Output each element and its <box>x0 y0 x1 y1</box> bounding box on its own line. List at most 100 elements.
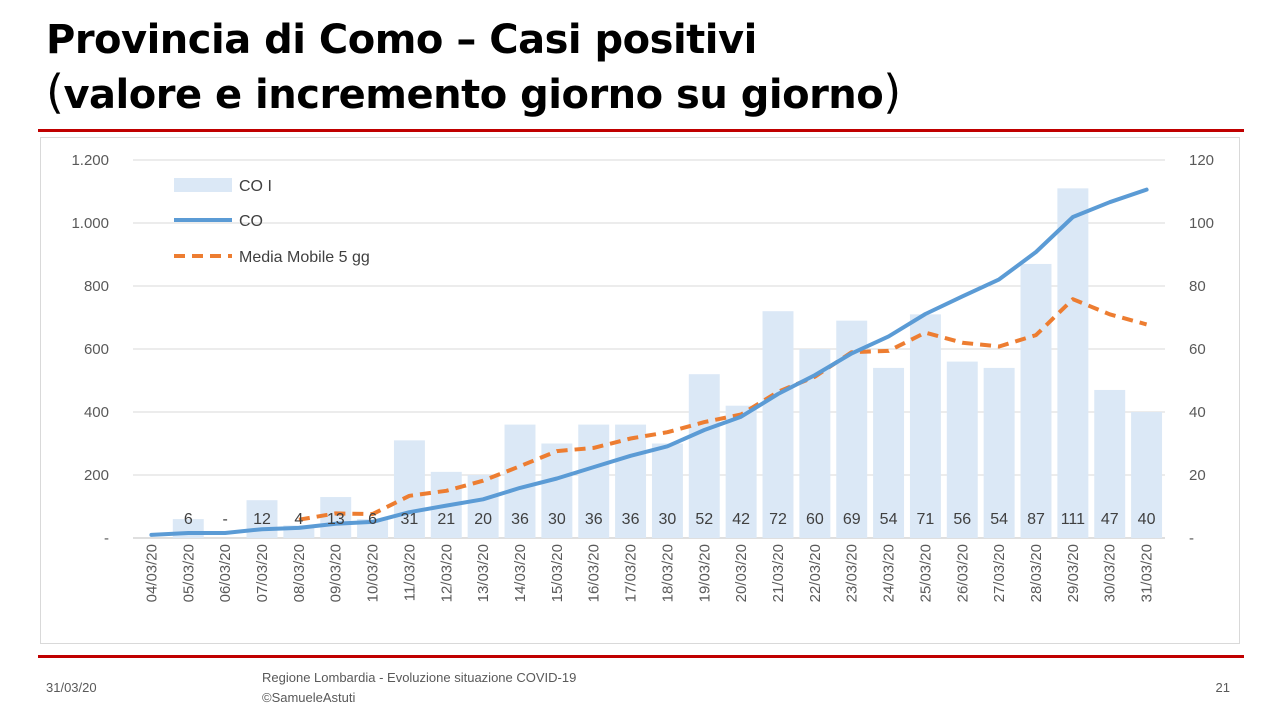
bar <box>393 440 425 538</box>
left-axis-tick-label: 600 <box>84 341 109 358</box>
x-axis-category-label: 30/03/20 <box>1102 544 1119 602</box>
title-line-2: valore e incremento giorno su giorno <box>63 72 884 118</box>
x-axis-category-label: 20/03/20 <box>733 544 750 602</box>
bar <box>504 424 536 538</box>
bar-data-label: 12 <box>253 511 271 528</box>
footer-source-line-1: Regione Lombardia - Evoluzione situazion… <box>262 670 577 685</box>
x-axis-category-label: 25/03/20 <box>917 544 934 602</box>
bar-data-label: 36 <box>585 511 603 528</box>
x-axis-category-label: 19/03/20 <box>696 544 713 602</box>
bar <box>909 314 941 538</box>
x-axis-category-label: 24/03/20 <box>881 544 898 602</box>
legend-swatch-bars <box>174 178 232 192</box>
x-axis-category-label: 18/03/20 <box>659 544 676 602</box>
x-axis-category-label: 10/03/20 <box>365 544 382 602</box>
x-axis-category-label: 14/03/20 <box>512 544 529 602</box>
bar-data-label: 6 <box>184 511 193 528</box>
left-axis-tick-label: 200 <box>84 467 109 484</box>
title-line-1: Provincia di Como – Casi positivi <box>46 17 757 63</box>
x-axis-category-label: 05/03/20 <box>180 544 197 602</box>
bar <box>467 475 499 538</box>
footer-source-line-2: ©SamueleAstuti <box>262 690 356 705</box>
x-axis-category-label: 26/03/20 <box>954 544 971 602</box>
x-axis-category-label: 28/03/20 <box>1028 544 1045 602</box>
x-axis-category-label: 07/03/20 <box>254 544 271 602</box>
right-axis-tick-label: 60 <box>1189 341 1206 358</box>
bar <box>1020 263 1052 538</box>
bar <box>1057 188 1089 538</box>
bar <box>1131 412 1163 538</box>
bar-data-label: 36 <box>622 511 640 528</box>
bar-data-label: 13 <box>327 511 345 528</box>
legend-label-moving-average: Media Mobile 5 gg <box>239 249 370 266</box>
bar-data-label: 87 <box>1027 511 1045 528</box>
right-axis-tick-label: 80 <box>1189 278 1206 295</box>
bar-data-label: 54 <box>880 511 898 528</box>
footer-page-number: 21 <box>1215 680 1230 695</box>
footer-source: Regione Lombardia - Evoluzione situazion… <box>262 668 576 708</box>
x-axis-category-label: 08/03/20 <box>291 544 308 602</box>
page-title: Provincia di Como – Casi positivi (valor… <box>46 14 901 121</box>
x-axis-category-label: 17/03/20 <box>623 544 640 602</box>
bar <box>578 424 610 538</box>
x-axis-category-label: 11/03/20 <box>401 544 418 601</box>
bar-data-label: 54 <box>990 511 1008 528</box>
bar-data-label: 36 <box>511 511 529 528</box>
bar-data-label: 20 <box>474 511 492 528</box>
bar-data-label: 69 <box>843 511 861 528</box>
cumulative-cases-line <box>149 187 1149 537</box>
moving-average-line <box>298 297 1148 522</box>
bar <box>725 405 757 538</box>
bar <box>320 497 352 538</box>
bar <box>651 443 683 538</box>
right-axis-tick-label: 40 <box>1189 404 1206 421</box>
x-axis-category-label: 21/03/20 <box>770 544 787 602</box>
x-axis-category-label: 09/03/20 <box>328 544 345 602</box>
chart-frame: - 200 400 600 800 1.000 1.200 - 20 40 60 80 100 120 6 -… <box>40 137 1240 644</box>
x-axis-category-label: 15/03/20 <box>549 544 566 602</box>
bar-data-label: 30 <box>659 511 677 528</box>
bar <box>873 367 905 538</box>
right-axis-tick-label: - <box>1189 530 1194 547</box>
bar <box>1094 389 1126 538</box>
top-divider <box>38 129 1244 132</box>
title-close-paren: ) <box>883 65 901 119</box>
bar-data-label: 42 <box>732 511 750 528</box>
right-axis-tick-label: 20 <box>1189 467 1206 484</box>
left-axis-tick-label: - <box>104 530 109 547</box>
bar-data-label: 6 <box>368 511 377 528</box>
footer-date: 31/03/20 <box>46 680 97 695</box>
left-axis-tick-label: 800 <box>84 278 109 295</box>
bar-data-label: 60 <box>806 511 824 528</box>
bottom-divider <box>38 655 1244 658</box>
bar-data-label: 72 <box>769 511 787 528</box>
right-axis-tick-label: 100 <box>1189 215 1214 232</box>
bar-data-label: 40 <box>1138 511 1156 528</box>
bar-data-label: 31 <box>401 511 419 528</box>
x-axis-category-label: 13/03/20 <box>475 544 492 602</box>
left-axis-tick-label: 1.200 <box>71 152 109 169</box>
x-axis-category-label: 27/03/20 <box>991 544 1008 602</box>
title-open-paren: ( <box>46 65 64 119</box>
left-axis-tick-label: 1.000 <box>71 215 109 232</box>
bar-data-label: 71 <box>917 511 935 528</box>
bar-data-label: 111 <box>1061 511 1085 528</box>
bar <box>983 367 1015 538</box>
legend-label-line: CO <box>239 213 263 230</box>
bar <box>615 424 647 538</box>
right-axis-tick-label: 120 <box>1189 152 1214 169</box>
positive-cases-chart: - 200 400 600 800 1.000 1.200 - 20 40 60 80 100 120 6 -… <box>71 152 1214 602</box>
bar-data-label: 52 <box>695 511 713 528</box>
x-axis-category-label: 29/03/20 <box>1065 544 1082 602</box>
bar <box>541 443 573 538</box>
bar <box>946 361 978 538</box>
x-axis-category-label: 04/03/20 <box>143 544 160 602</box>
bar-data-label: 21 <box>437 511 455 528</box>
bar <box>688 374 720 538</box>
bar-data-label: 56 <box>953 511 971 528</box>
bar-data-label: 47 <box>1101 511 1119 528</box>
x-axis-category-label: 31/03/20 <box>1139 544 1156 602</box>
x-axis-category-label: 12/03/20 <box>438 544 455 602</box>
bar-data-label: 4 <box>294 511 303 528</box>
x-axis-category-label: 06/03/20 <box>217 544 234 602</box>
